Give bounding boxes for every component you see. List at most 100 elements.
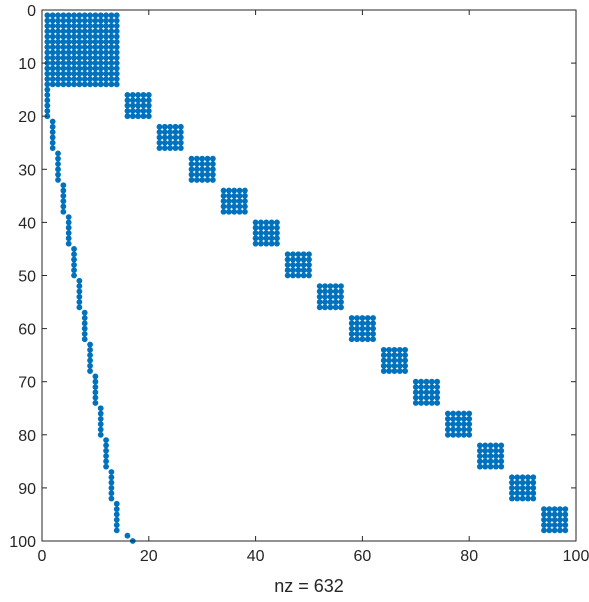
data-point: [113, 54, 120, 61]
data-point: [97, 65, 104, 72]
data-point: [44, 38, 51, 45]
y-tick-label: 30: [18, 162, 36, 179]
data-point: [380, 357, 387, 364]
data-point: [263, 224, 270, 231]
data-point: [322, 299, 328, 305]
data-point: [193, 161, 200, 167]
data-point: [76, 299, 83, 305]
data-point: [354, 336, 360, 343]
data-point: [167, 123, 174, 130]
data-point: [391, 368, 398, 374]
data-point: [188, 171, 195, 178]
data-point: [263, 219, 270, 226]
y-tick-label: 100: [9, 534, 36, 551]
data-point: [226, 208, 232, 215]
data-point: [177, 129, 184, 136]
data-point: [92, 70, 99, 77]
data-point: [450, 426, 457, 433]
data-point: [423, 384, 430, 390]
data-point: [236, 192, 243, 199]
data-point: [487, 447, 494, 454]
data-point: [514, 485, 521, 491]
data-point: [546, 522, 553, 528]
data-point: [423, 378, 430, 385]
data-point: [129, 92, 136, 98]
data-point: [76, 304, 83, 311]
data-point: [97, 54, 104, 61]
data-point: [97, 76, 104, 82]
data-point: [55, 12, 61, 19]
data-point: [71, 33, 77, 40]
data-point: [103, 44, 109, 51]
data-point: [493, 442, 499, 449]
data-point: [76, 293, 83, 300]
data-point: [226, 198, 232, 205]
data-point: [498, 453, 505, 459]
data-point: [391, 352, 398, 359]
data-point: [55, 33, 61, 40]
data-point: [354, 320, 360, 327]
data-point: [348, 320, 355, 327]
data-point: [55, 44, 61, 51]
data-point: [108, 70, 115, 77]
data-point: [113, 12, 120, 19]
data-point: [124, 92, 131, 98]
data-point: [113, 70, 120, 77]
data-point: [87, 12, 93, 19]
data-point: [113, 76, 120, 82]
data-point: [49, 38, 56, 45]
data-point: [55, 17, 61, 24]
data-point: [177, 134, 184, 141]
data-point: [81, 44, 88, 51]
x-tick-label: 100: [563, 548, 589, 565]
data-point: [231, 192, 238, 199]
data-point: [44, 54, 51, 61]
data-point: [92, 28, 99, 35]
data-point: [300, 261, 307, 268]
data-point: [60, 38, 67, 45]
data-point: [525, 479, 531, 486]
data-point: [108, 81, 115, 88]
data-point: [332, 304, 339, 311]
data-point: [482, 442, 489, 449]
data-point: [295, 267, 302, 274]
data-point: [124, 102, 131, 109]
data-point: [108, 23, 115, 29]
data-point: [140, 97, 147, 104]
data-point: [487, 463, 494, 470]
data-point: [487, 458, 494, 465]
data-point: [450, 415, 457, 422]
data-point: [76, 28, 83, 35]
data-point: [284, 272, 291, 279]
data-point: [412, 378, 419, 385]
data-point: [65, 23, 72, 29]
data-point: [541, 511, 547, 518]
data-point: [87, 341, 93, 348]
data-point: [108, 28, 115, 35]
data-point: [76, 65, 83, 72]
data-point: [97, 23, 104, 29]
data-point: [97, 12, 104, 19]
data-point: [161, 123, 168, 130]
data-point: [49, 17, 56, 24]
data-point: [103, 60, 109, 66]
data-point: [65, 230, 72, 236]
data-point: [290, 272, 296, 279]
data-point: [562, 511, 569, 518]
data-point: [44, 113, 51, 120]
data-point: [92, 49, 99, 56]
data-point: [44, 70, 51, 77]
data-point: [124, 113, 131, 120]
data-point: [434, 384, 441, 390]
data-point: [87, 65, 93, 72]
data-point: [145, 113, 152, 120]
data-point: [92, 23, 99, 29]
data-point: [71, 17, 77, 24]
data-point: [338, 293, 344, 300]
data-point: [76, 288, 83, 295]
data-point: [71, 70, 77, 77]
data-point: [327, 283, 334, 290]
data-point: [103, 442, 109, 449]
data-point: [76, 60, 83, 66]
data-point: [71, 12, 77, 19]
